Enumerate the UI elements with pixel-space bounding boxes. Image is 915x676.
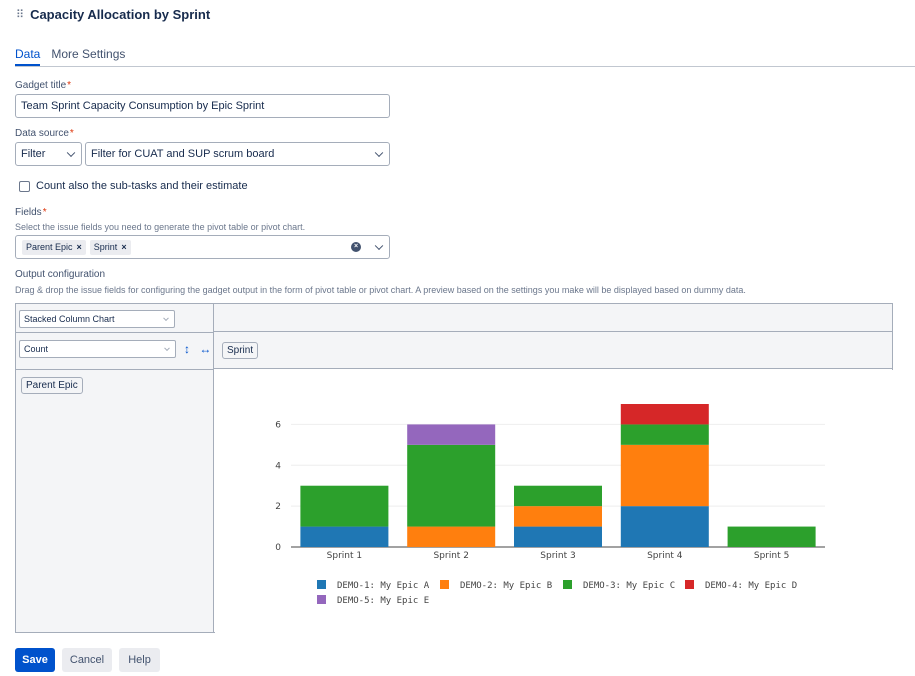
gadget-title-input[interactable]: Team Sprint Capacity Consumption by Epic…: [15, 94, 390, 118]
aggregation-value: Count: [24, 344, 49, 354]
gadget-title-label: Gadget title*: [15, 80, 71, 91]
aggregation-select[interactable]: Count: [19, 340, 176, 358]
y-tick-label: 0: [275, 543, 281, 553]
bar-segment: [727, 526, 816, 547]
x-tick-label: Sprint 5: [754, 551, 789, 561]
required-mark: *: [69, 128, 74, 139]
data-source-filter-value: Filter for CUAT and SUP scrum board: [91, 148, 275, 160]
bar-segment: [407, 444, 496, 527]
y-tick-label: 4: [275, 461, 281, 471]
required-mark: *: [67, 80, 72, 91]
chevron-down-icon[interactable]: [374, 241, 384, 251]
save-button[interactable]: Save: [15, 648, 55, 672]
required-mark: *: [42, 207, 47, 218]
gadget-header: ⠿ Capacity Allocation by Sprint: [16, 7, 210, 22]
y-tick-label: 2: [275, 502, 281, 512]
field-tag-sprint: Sprint ×: [89, 239, 131, 255]
output-config-label: Output configuration: [15, 269, 106, 280]
bar-segment: [514, 526, 602, 547]
legend-swatch: [563, 580, 572, 589]
x-tick-label: Sprint 1: [327, 551, 362, 561]
data-source-type-select[interactable]: Filter: [15, 142, 82, 166]
pivot-top-bar: [214, 304, 892, 332]
data-source-filter-select[interactable]: Filter for CUAT and SUP scrum board: [85, 142, 390, 166]
chevron-down-icon: [163, 315, 169, 322]
fields-label: Fields*: [15, 207, 47, 218]
gadget-title-value: Team Sprint Capacity Consumption by Epic…: [21, 100, 265, 112]
field-tag-parent-epic: Parent Epic ×: [22, 239, 86, 255]
field-tag-label: Sprint: [93, 242, 118, 252]
x-tick-label: Sprint 2: [433, 551, 468, 561]
subtasks-checkbox-label: Count also the sub-tasks and their estim…: [36, 180, 248, 192]
subtasks-checkbox[interactable]: [19, 181, 30, 192]
legend-label: DEMO-3: My Epic C: [583, 581, 675, 591]
fields-multiselect[interactable]: Parent Epic × Sprint × ×: [15, 235, 390, 259]
row-field-parent-epic[interactable]: Parent Epic: [21, 377, 83, 394]
bar-segment: [407, 526, 496, 547]
drag-handle-icon[interactable]: ⠿: [16, 9, 24, 21]
legend-label: DEMO-4: My Epic D: [705, 581, 797, 591]
legend-swatch: [685, 580, 694, 589]
cancel-button[interactable]: Cancel: [62, 648, 112, 672]
chevron-down-icon: [164, 345, 170, 352]
remove-tag-icon[interactable]: ×: [121, 242, 127, 252]
fields-help-text: Select the issue fields you need to gene…: [15, 222, 306, 232]
bar-segment: [620, 404, 709, 425]
legend-label: DEMO-1: My Epic A: [337, 581, 430, 591]
bar-segment: [620, 444, 709, 507]
gadget-title-label-text: Gadget title: [15, 80, 67, 91]
output-config-help-text: Drag & drop the issue fields for configu…: [15, 285, 746, 295]
tab-more-settings[interactable]: More Settings: [51, 47, 126, 61]
stacked-column-chart: 0 2 4 6 Sprint 1 Sprint 2 Sprint 3 Sprint 4 Spri…: [215, 370, 893, 633]
chevron-down-icon: [374, 148, 384, 158]
x-tick-label: Sprint 4: [647, 551, 683, 561]
bar-segment: [407, 424, 496, 445]
bar-segment: [514, 485, 602, 507]
column-field-sprint[interactable]: Sprint: [222, 342, 259, 359]
swap-axes-icon[interactable]: ↕ ↔: [184, 342, 215, 356]
data-source-label-text: Data source: [15, 128, 69, 139]
pivot-column-fields-panel: [214, 332, 892, 369]
legend-swatch: [317, 580, 326, 589]
pivot-config-area: Stacked Column Chart Count ↕ ↔ Sprint Pa…: [15, 303, 893, 633]
y-tick-label: 6: [275, 420, 281, 430]
clear-icon[interactable]: ×: [351, 242, 361, 252]
bar-segment: [514, 506, 602, 527]
bar-segment: [620, 424, 709, 445]
bar-segment: [300, 526, 389, 547]
pivot-row-fields-panel: [16, 304, 214, 632]
legend-label: DEMO-5: My Epic E: [337, 596, 429, 606]
x-tick-label: Sprint 3: [540, 551, 575, 561]
remove-tag-icon[interactable]: ×: [76, 242, 82, 252]
legend-label: DEMO-2: My Epic B: [460, 581, 552, 591]
chart-type-value: Stacked Column Chart: [24, 314, 115, 324]
data-source-type-value: Filter: [21, 148, 46, 160]
fields-label-text: Fields: [15, 207, 42, 218]
divider: [16, 332, 214, 333]
tab-data[interactable]: Data: [15, 47, 41, 66]
bar-segment: [620, 506, 709, 547]
data-source-label: Data source*: [15, 128, 74, 139]
legend-swatch: [317, 595, 326, 604]
chart-type-select[interactable]: Stacked Column Chart: [19, 310, 175, 328]
help-button[interactable]: Help: [119, 648, 160, 672]
field-tag-label: Parent Epic: [26, 242, 73, 252]
gadget-title-heading: Capacity Allocation by Sprint: [30, 7, 211, 22]
tab-bar: Data More Settings: [15, 47, 915, 67]
bar-segment: [300, 485, 389, 527]
chevron-down-icon: [66, 148, 76, 158]
divider: [16, 369, 214, 370]
legend-swatch: [440, 580, 449, 589]
